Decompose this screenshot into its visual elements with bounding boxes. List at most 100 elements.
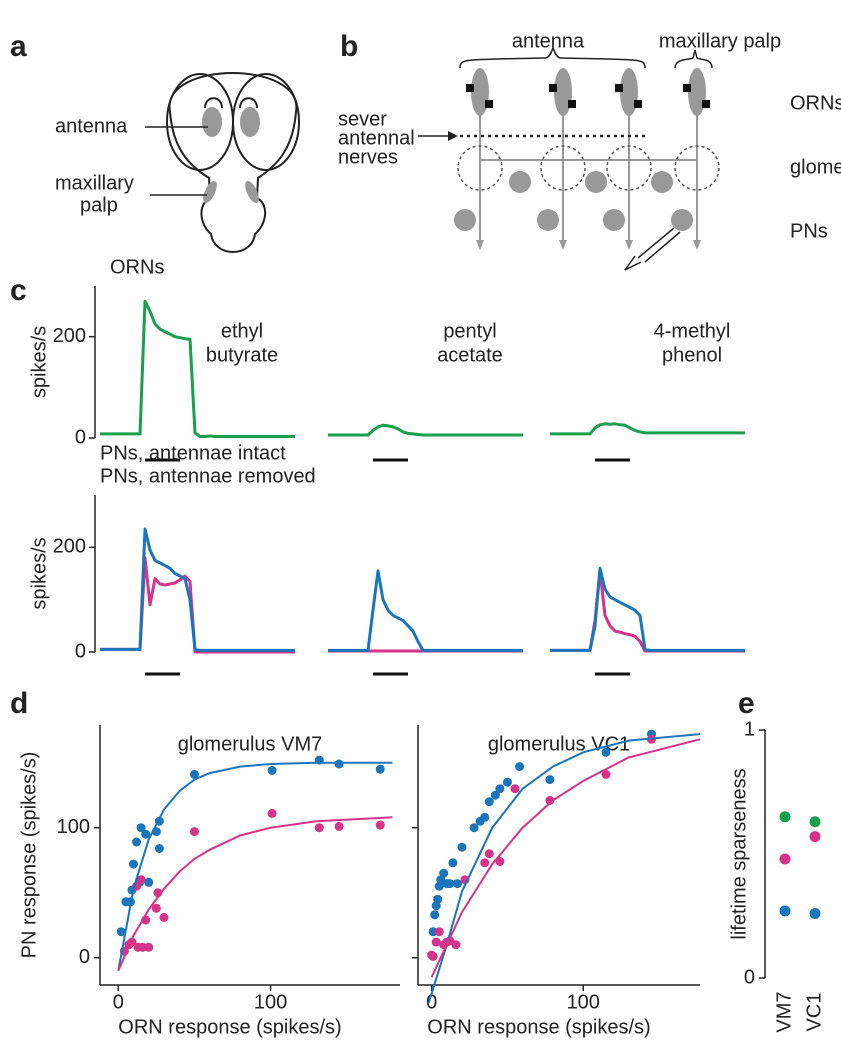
point <box>430 910 440 920</box>
row-title: ORNs <box>110 256 164 278</box>
point <box>448 858 458 868</box>
label: antenna <box>512 30 585 52</box>
arrowhead <box>476 240 484 250</box>
label: sever <box>338 108 387 130</box>
point <box>545 775 555 785</box>
label: glomeruli <box>790 156 841 178</box>
x-tick-label: 0 <box>113 991 124 1013</box>
point <box>779 905 791 917</box>
x-tick-label: VC1 <box>803 993 825 1032</box>
point <box>452 879 462 889</box>
fit-curve <box>427 733 701 1004</box>
panel-label: e <box>738 687 755 720</box>
local-neuron <box>509 171 531 193</box>
point <box>144 942 154 952</box>
legend-entry: PNs, antennae intact <box>100 442 286 464</box>
circuit-diagram <box>454 68 720 250</box>
point <box>445 879 455 889</box>
label: maxillary palp <box>659 30 781 52</box>
glomerulus <box>540 145 586 191</box>
y-tick-label: 200 <box>53 536 86 558</box>
x-axis-label: ORN response (spikes/s) <box>427 1016 650 1038</box>
y-tick-label: 0 <box>75 426 86 448</box>
point <box>267 766 277 775</box>
legend-entry: PNs, antennae removed <box>100 465 316 487</box>
trace <box>328 423 523 437</box>
point <box>159 912 169 922</box>
label: ORNs <box>790 92 841 114</box>
y-axis-label: spikes/s <box>28 537 50 609</box>
point <box>809 908 821 920</box>
receptor <box>485 100 493 108</box>
panel-label: a <box>10 30 27 63</box>
arrowhead <box>625 240 633 250</box>
point <box>809 831 821 843</box>
point <box>484 849 494 859</box>
pn <box>603 209 625 231</box>
trace <box>100 556 295 654</box>
orn <box>471 68 489 116</box>
point <box>144 877 154 887</box>
local-neuron <box>585 171 607 193</box>
point <box>132 837 142 847</box>
point <box>314 823 324 833</box>
orn <box>554 68 572 116</box>
orn <box>688 68 706 116</box>
antenna <box>240 107 260 137</box>
pn <box>454 209 476 231</box>
point <box>334 821 344 831</box>
point <box>779 853 791 865</box>
point <box>495 784 505 794</box>
fly-head <box>166 72 300 253</box>
fit-curve <box>117 816 393 972</box>
y-tick-label: 0 <box>79 946 90 968</box>
point <box>490 790 500 800</box>
fit-curve <box>430 738 701 978</box>
point <box>334 759 344 769</box>
odor-label: phenol <box>662 344 722 366</box>
odor-label: butyrate <box>206 344 278 366</box>
arrowhead <box>559 240 567 250</box>
trace <box>550 569 745 653</box>
y-tick-label: 200 <box>53 325 86 347</box>
point <box>136 875 146 885</box>
point <box>189 827 199 837</box>
point <box>375 764 385 774</box>
point <box>439 868 449 878</box>
point <box>433 894 443 904</box>
odor-label: 4-methyl <box>654 320 731 342</box>
odor-label: acetate <box>437 344 503 366</box>
trace <box>100 527 295 652</box>
pn <box>537 209 559 231</box>
label: nerves <box>338 146 398 168</box>
y-tick-label: 0 <box>744 966 755 988</box>
point <box>151 903 161 913</box>
x-tick-label: 0 <box>426 991 437 1013</box>
y-tick-label: 0 <box>75 640 86 662</box>
y-axis-label: PN response (spikes/s) <box>18 752 40 959</box>
point <box>431 937 441 947</box>
point <box>502 777 512 787</box>
point <box>136 823 146 833</box>
panel-label: b <box>340 30 358 63</box>
point <box>469 823 479 833</box>
arrowhead <box>693 240 701 250</box>
trace <box>328 569 523 652</box>
x-tick-label: 100 <box>254 991 287 1013</box>
receptor <box>634 100 642 108</box>
odor-label: pentyl <box>443 320 496 342</box>
point <box>141 829 151 839</box>
point <box>779 811 791 823</box>
receptor <box>466 84 474 92</box>
label: antennal <box>338 127 415 149</box>
trace <box>100 299 295 438</box>
receptor <box>568 100 576 108</box>
point <box>267 808 277 818</box>
point <box>428 951 438 961</box>
brace <box>674 49 713 69</box>
trace <box>550 422 745 436</box>
point <box>154 844 164 853</box>
point <box>129 859 139 869</box>
